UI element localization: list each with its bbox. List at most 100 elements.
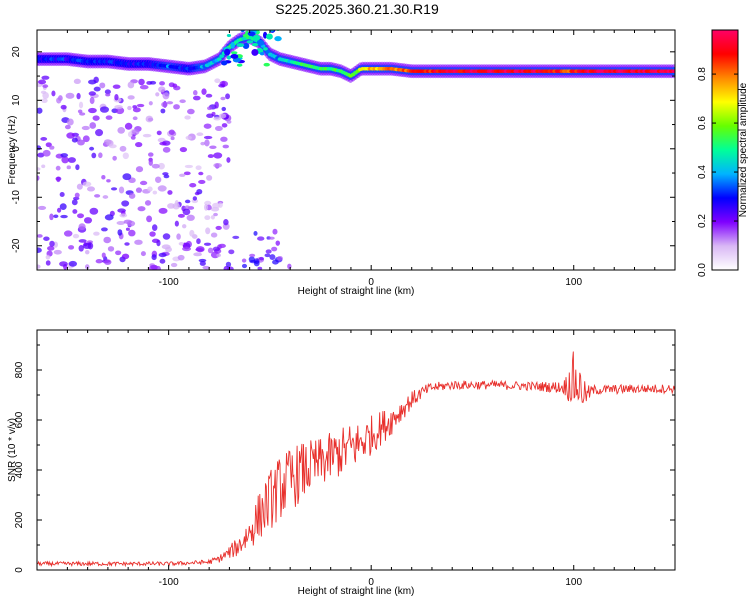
noise-speckle <box>49 213 54 221</box>
noise-speckle <box>88 107 97 114</box>
noise-speckle <box>207 247 214 254</box>
noise-speckle <box>257 236 265 241</box>
ridge-blob <box>226 55 232 60</box>
noise-speckle <box>127 105 132 111</box>
noise-speckle <box>271 246 278 252</box>
noise-speckle <box>87 242 94 250</box>
noise-speckle <box>73 78 81 84</box>
snr-series-line <box>37 351 675 568</box>
noise-speckle <box>117 229 123 236</box>
noise-speckle <box>71 199 78 206</box>
noise-speckle <box>106 179 111 183</box>
noise-speckle <box>269 254 276 261</box>
noise-speckle <box>151 224 158 232</box>
noise-speckle <box>174 220 179 227</box>
noise-speckle <box>232 235 240 239</box>
noise-speckle <box>42 149 51 157</box>
noise-speckle <box>187 108 195 115</box>
noise-speckle <box>198 258 207 263</box>
noise-speckle <box>132 107 141 113</box>
noise-speckle <box>104 214 114 221</box>
noise-speckle <box>41 164 46 169</box>
noise-speckle <box>56 97 62 104</box>
noise-speckle <box>72 209 78 214</box>
noise-speckle <box>157 185 167 192</box>
noise-speckle <box>128 192 136 199</box>
noise-speckle <box>206 113 214 119</box>
noise-speckle <box>64 124 71 130</box>
noise-speckle <box>151 163 160 169</box>
noise-speckle <box>121 200 130 207</box>
ridge-blob <box>230 53 239 59</box>
ridge-blob <box>242 42 250 49</box>
noise-speckle <box>228 249 235 255</box>
colorbar-label: Normalized spectral amplitude <box>738 82 749 217</box>
noise-speckle <box>67 157 76 163</box>
noise-speckle <box>194 191 200 196</box>
noise-speckle <box>105 93 111 97</box>
noise-speckle <box>212 202 221 209</box>
noise-speckle <box>214 78 221 84</box>
noise-speckle <box>159 81 165 86</box>
noise-speckle <box>203 242 212 246</box>
colorbar-tick-label: 0.0 <box>697 263 708 277</box>
y-tick-label: 20 <box>11 46 22 58</box>
noise-speckle <box>213 163 223 168</box>
noise-speckle <box>124 242 130 246</box>
noise-speckle <box>210 232 218 238</box>
x-axis-label: Height of straight line (km) <box>298 286 415 297</box>
noise-speckle <box>61 156 69 164</box>
noise-speckle <box>132 116 138 121</box>
noise-speckle <box>40 90 47 94</box>
noise-speckle <box>144 200 152 206</box>
noise-speckle <box>42 84 49 88</box>
ridge-core <box>265 50 271 54</box>
noise-speckle <box>114 104 123 110</box>
noise-speckle <box>103 236 112 244</box>
noise-speckle <box>43 236 50 241</box>
colorbar-tick-label: 0.6 <box>697 116 708 130</box>
noise-speckle <box>66 118 74 126</box>
noise-speckle <box>221 123 228 128</box>
noise-speckle <box>241 263 248 269</box>
spectrogram-data <box>37 30 675 270</box>
noise-speckle <box>82 181 92 187</box>
noise-speckle <box>158 252 167 258</box>
noise-speckle <box>272 228 278 235</box>
noise-speckle <box>170 262 178 268</box>
y-tick-label: 0 <box>11 146 22 152</box>
noise-speckle <box>207 154 214 159</box>
y-tick-label: 600 <box>14 411 25 428</box>
noise-speckle <box>74 192 80 198</box>
noise-speckle <box>112 84 121 89</box>
noise-speckle <box>196 238 201 245</box>
noise-speckle <box>162 146 171 153</box>
ridge-blob <box>226 34 232 38</box>
noise-speckle <box>86 186 95 192</box>
noise-speckle <box>199 261 206 266</box>
noise-speckle <box>98 152 103 159</box>
noise-speckle <box>135 141 143 148</box>
noise-speckle <box>204 215 211 221</box>
noise-speckle <box>77 109 83 114</box>
noise-speckle <box>77 139 85 146</box>
noise-speckle <box>115 250 122 256</box>
noise-speckle <box>220 136 228 142</box>
noise-speckle <box>82 135 90 143</box>
noise-speckle <box>249 259 257 264</box>
noise-speckle <box>55 165 61 171</box>
noise-speckle <box>210 215 215 220</box>
noise-speckle <box>176 233 181 240</box>
noise-speckle <box>85 264 90 270</box>
noise-speckle <box>213 152 223 159</box>
noise-speckle <box>148 159 153 166</box>
noise-speckle <box>37 175 40 181</box>
noise-speckle <box>151 238 160 244</box>
noise-speckle <box>213 116 221 121</box>
noise-speckle <box>81 125 90 131</box>
noise-speckle <box>89 96 95 105</box>
noise-speckle <box>147 152 154 157</box>
noise-speckle <box>121 253 130 260</box>
noise-speckle <box>41 75 50 80</box>
noise-speckle <box>179 99 186 104</box>
